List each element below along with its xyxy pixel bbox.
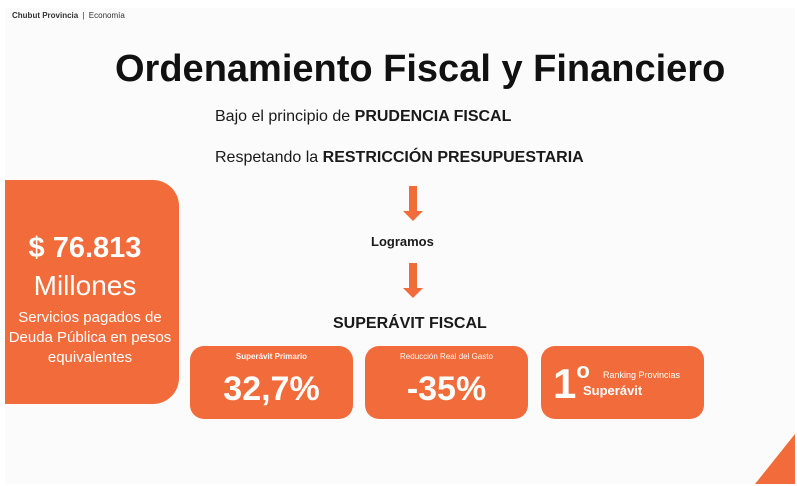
down-arrow-icon	[403, 186, 423, 222]
primary-surplus-label: Superávit Primario	[235, 352, 308, 361]
primary-surplus-card: Superávit Primario 32,7%	[190, 346, 353, 419]
principle-line: Bajo el principio de PRUDENCIA FISCAL	[215, 108, 511, 126]
ranking-sub: Superávit	[583, 383, 643, 398]
brand-name: Chubut Provincia	[12, 11, 79, 20]
primary-surplus-value: 32,7%	[223, 370, 320, 408]
principle-prefix: Bajo el principio de	[215, 108, 355, 125]
brand-section: Economía	[88, 11, 125, 20]
down-arrow-icon	[403, 263, 423, 299]
slide: Chubut Provincia | Economía Ordenamiento…	[5, 8, 795, 484]
debt-unit: Millones	[33, 270, 137, 301]
principle-emphasis: PRUDENCIA FISCAL	[354, 108, 512, 125]
slide-title: Ordenamiento Fiscal y Financiero	[115, 48, 726, 90]
spending-reduction-label: Reducción Real del Gasto	[400, 352, 493, 361]
superavit-heading: SUPERÁVIT FISCAL	[333, 315, 487, 332]
debt-amount: $ 76.813	[28, 232, 142, 264]
brand-header: Chubut Provincia | Economía	[12, 11, 125, 20]
ranking-number: 1o	[553, 358, 590, 407]
spending-reduction-value: -35%	[406, 370, 487, 408]
restriction-emphasis: RESTRICCIÓN PRESUPUESTARIA	[322, 149, 584, 166]
spending-reduction-card: Reducción Real del Gasto -35%	[365, 346, 528, 419]
debt-description: Servicios pagados de Deuda Pública en pe…	[8, 309, 172, 366]
ranking-ordinal: o	[576, 358, 590, 383]
ranking-card: 1o Ranking Provincias Superávit	[541, 346, 704, 419]
brand-separator: |	[82, 11, 85, 20]
restriction-prefix: Respetando la	[215, 149, 323, 166]
ranking-label: Ranking Provincias	[603, 370, 681, 380]
restriction-line: Respetando la RESTRICCIÓN PRESUPUESTARIA	[215, 149, 584, 167]
logramos-label: Logramos	[371, 234, 434, 249]
debt-card: $ 76.813 Millones Servicios pagados de D…	[5, 180, 179, 404]
corner-decoration	[755, 434, 795, 484]
